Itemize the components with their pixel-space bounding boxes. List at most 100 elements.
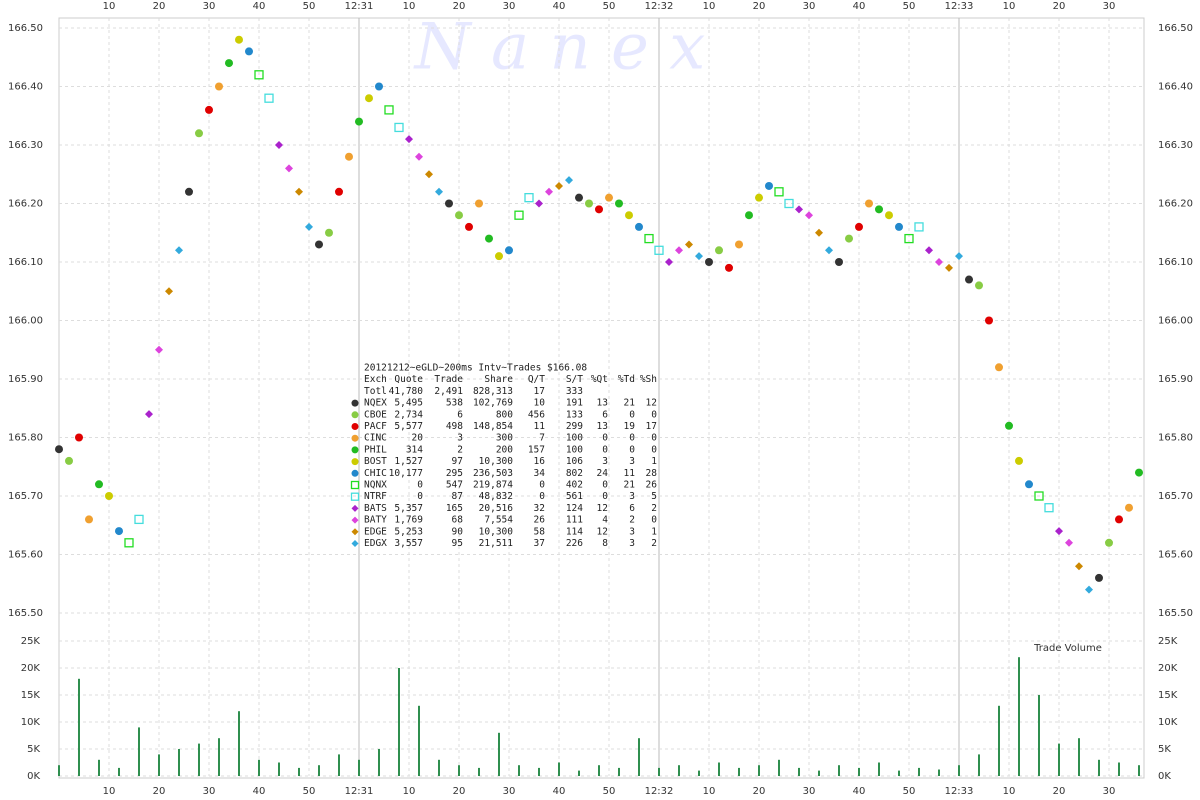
volume-tick-label-left: 0K: [27, 771, 40, 782]
volume-bar: [1098, 759, 1100, 776]
trade-marker: [644, 233, 654, 244]
trade-marker: [755, 193, 763, 202]
x-tick-label-bottom: 10: [1003, 786, 1016, 797]
table-cell: 5: [651, 491, 657, 502]
volume-bar: [398, 668, 400, 776]
trade-marker: [195, 129, 203, 138]
table-cell: 148,854: [473, 421, 513, 432]
trade-marker: [805, 211, 813, 220]
table-cell: 0: [629, 444, 635, 455]
trade-marker: [115, 527, 123, 536]
trade-marker: [815, 228, 823, 237]
volume-bar: [698, 770, 700, 776]
volume-bar: [958, 765, 960, 776]
table-cell: 6: [457, 409, 463, 420]
table-cell: 0: [602, 491, 608, 502]
y-tick-label-right: 166.00: [1158, 316, 1193, 327]
volume-bar: [998, 705, 1000, 776]
y-tick-label-right: 166.40: [1158, 82, 1193, 93]
legend-label: PACF: [364, 421, 387, 432]
legend-marker: [351, 434, 359, 442]
table-cell: 8: [602, 538, 608, 549]
trade-marker: [605, 193, 613, 202]
table-cell: 124: [566, 503, 583, 514]
table-cell: 26: [534, 515, 546, 526]
trade-marker: [565, 176, 573, 185]
table-cell: 34: [534, 468, 546, 479]
legend-marker: [351, 411, 359, 419]
legend-label: EDGE: [364, 526, 387, 537]
x-tick-label-bottom: 30: [503, 786, 516, 797]
table-cell: 68: [452, 515, 464, 526]
y-tick-label-left: 166.00: [8, 316, 43, 327]
legend-marker: [351, 458, 359, 466]
trade-marker: [335, 187, 343, 196]
trade-marker: [305, 222, 313, 231]
volume-tick-label-left: 15K: [21, 690, 41, 701]
table-header: Q/T: [528, 374, 545, 385]
trade-marker: [514, 210, 524, 220]
volume-bar: [498, 732, 500, 776]
legend-marker: [351, 516, 359, 524]
legend-label: CHIC: [364, 468, 387, 479]
table-cell: 10: [534, 398, 546, 409]
table-cell: 26: [646, 480, 658, 491]
volume-tick-label-right: 15K: [1158, 690, 1178, 701]
table-cell: 498: [446, 421, 463, 432]
table-cell: 2: [629, 515, 635, 526]
y-tick-label-right: 165.60: [1158, 550, 1193, 561]
trade-marker: [1015, 456, 1023, 465]
legend-marker: [351, 399, 359, 407]
x-tick-label-bottom: 20: [1053, 786, 1066, 797]
table-cell: 10,300: [479, 526, 514, 537]
table-cell: 1,527: [394, 456, 423, 467]
trade-marker: [635, 222, 643, 231]
y-tick-label-left: 166.50: [8, 23, 43, 34]
trade-marker: [245, 47, 253, 56]
table-cell: 97: [452, 456, 463, 467]
x-tick-label-bottom: 20: [153, 786, 166, 797]
trade-marker: [475, 199, 483, 208]
table-cell: 48,832: [479, 491, 513, 502]
x-tick-label-top: 12:32: [645, 1, 674, 12]
legend-label: BATY: [364, 515, 387, 526]
trade-marker: [665, 258, 673, 266]
trade-marker: [85, 515, 93, 524]
table-cell: 402: [566, 480, 583, 491]
legend-marker: [350, 492, 360, 501]
volume-bar: [598, 765, 600, 776]
table-cell: 21: [624, 398, 636, 409]
annotation: Trade Volume: [1033, 643, 1102, 654]
x-tick-label-bottom: 20: [753, 786, 766, 797]
volume-tick-label-right: 25K: [1158, 636, 1178, 647]
x-tick-label-bottom: 10: [703, 786, 716, 797]
table-cell: 6: [602, 409, 608, 420]
trade-marker: [1005, 421, 1013, 430]
table-header: %Sh: [640, 374, 657, 385]
x-tick-label-top: 12:33: [945, 1, 974, 12]
trade-marker: [1125, 503, 1133, 512]
trade-marker: [715, 246, 723, 255]
table-cell: 538: [446, 398, 463, 409]
y-tick-label-left: 165.80: [8, 433, 43, 444]
trade-marker: [925, 246, 933, 255]
y-tick-label-left: 165.90: [8, 374, 43, 385]
table-cell: 236,503: [473, 468, 513, 479]
volume-bar: [778, 759, 780, 776]
trade-marker: [784, 198, 794, 209]
trade-marker: [225, 59, 233, 68]
volume-bar: [518, 765, 520, 776]
x-tick-label-bottom: 10: [103, 786, 116, 797]
table-cell: 21: [624, 480, 636, 491]
x-tick-label-top: 40: [253, 1, 266, 12]
volume-bar: [298, 767, 300, 776]
trade-marker: [875, 205, 883, 214]
x-tick-label-top: 30: [803, 1, 816, 12]
legend-marker: [351, 528, 359, 536]
table-cell: 157: [528, 444, 545, 455]
volume-bar: [1118, 762, 1120, 776]
trade-marker: [1105, 538, 1113, 547]
trade-marker: [865, 199, 873, 208]
trade-marker: [275, 141, 283, 149]
table-cell: 299: [566, 421, 583, 432]
